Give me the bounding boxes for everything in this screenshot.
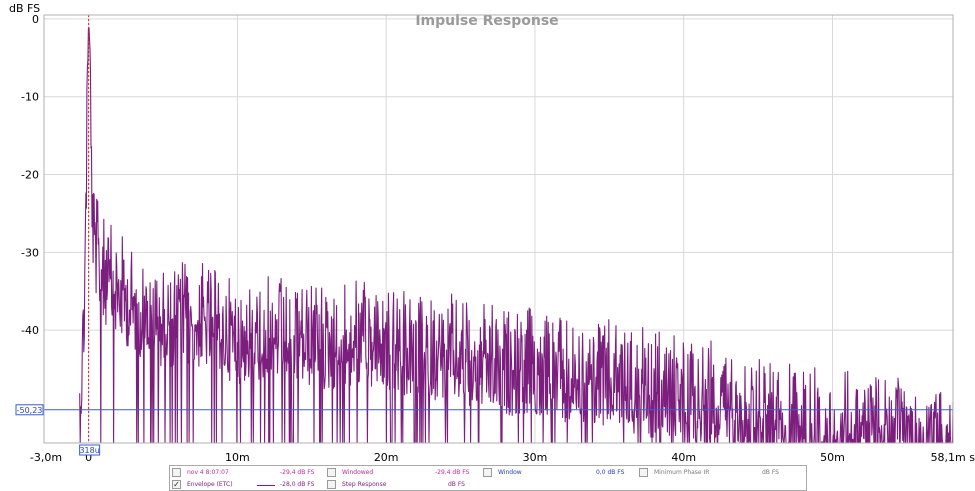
legend-line-swatch: [257, 485, 275, 486]
legend-item-name: Minimum Phase IR: [654, 469, 710, 476]
x-tick-label: 10m: [225, 451, 250, 464]
x-tick-label: 40m: [671, 451, 696, 464]
x-tick-label: 20m: [374, 451, 399, 464]
legend-row: ✓ Envelope (ETC) -28,0 dB FS Step Respon…: [170, 479, 806, 491]
x-tick-label: -3,0m: [30, 451, 62, 464]
y-tick-label: -10: [21, 91, 39, 104]
legend-item-value: dB FS: [762, 469, 779, 476]
legend-checkbox-checked[interactable]: ✓: [172, 480, 181, 489]
y-tick-label: -40: [21, 324, 39, 337]
y-tick-label: 0: [32, 13, 39, 26]
x-tick-label: 30m: [523, 451, 548, 464]
y-tick-label: -20: [21, 169, 39, 182]
y-tick-label: -30: [21, 246, 39, 259]
legend-item-value: 0,0 dB FS: [596, 469, 625, 476]
legend-item-value: -28,0 dB FS: [280, 481, 315, 488]
legend-checkbox[interactable]: [327, 468, 336, 477]
legend-item-value: -29,4 dB FS: [280, 469, 315, 476]
legend-checkbox[interactable]: [172, 468, 181, 477]
horizontal-cursor-marker[interactable]: [15, 404, 44, 416]
plot-border: [43, 14, 954, 444]
legend-item-value: -29,4 dB FS: [435, 469, 470, 476]
x-tick-label: 50m: [820, 451, 845, 464]
legend-item-name: nov 4 8:07:07: [187, 469, 229, 476]
x-tick-label: 0: [85, 451, 92, 464]
legend-checkbox[interactable]: [327, 480, 336, 489]
legend-checkbox[interactable]: [639, 468, 648, 477]
legend-row: nov 4 8:07:07 -29,4 dB FS Windowed -29,4…: [170, 467, 806, 479]
legend-item-name: Envelope (ETC): [187, 481, 233, 488]
vertical-cursor-marker[interactable]: [79, 444, 101, 456]
chart-title: Impulse Response: [415, 13, 558, 29]
legend-item-name: Windowed: [342, 469, 374, 476]
x-tick-labels: -3,0m 0 10m 20m 30m 40m 50m 58,1m s: [30, 451, 975, 464]
legend-item-name: Window: [498, 469, 522, 476]
x-tick-label: 58,1m s: [931, 451, 975, 464]
cursors[interactable]: -50,23 318u: [15, 15, 953, 456]
legend-panel: nov 4 8:07:07 -29,4 dB FS Windowed -29,4…: [169, 465, 807, 491]
legend-checkbox[interactable]: [483, 468, 492, 477]
y-tick-labels: 0 -10 -20 -30 -40: [21, 13, 39, 337]
y-axis-label: dB FS: [9, 2, 40, 15]
legend-item-value: dB FS: [448, 481, 465, 488]
legend-item-name: Step Response: [342, 481, 387, 488]
horizontal-cursor-value: -50,23: [17, 406, 43, 415]
vertical-cursor-value: 318u: [79, 446, 99, 455]
